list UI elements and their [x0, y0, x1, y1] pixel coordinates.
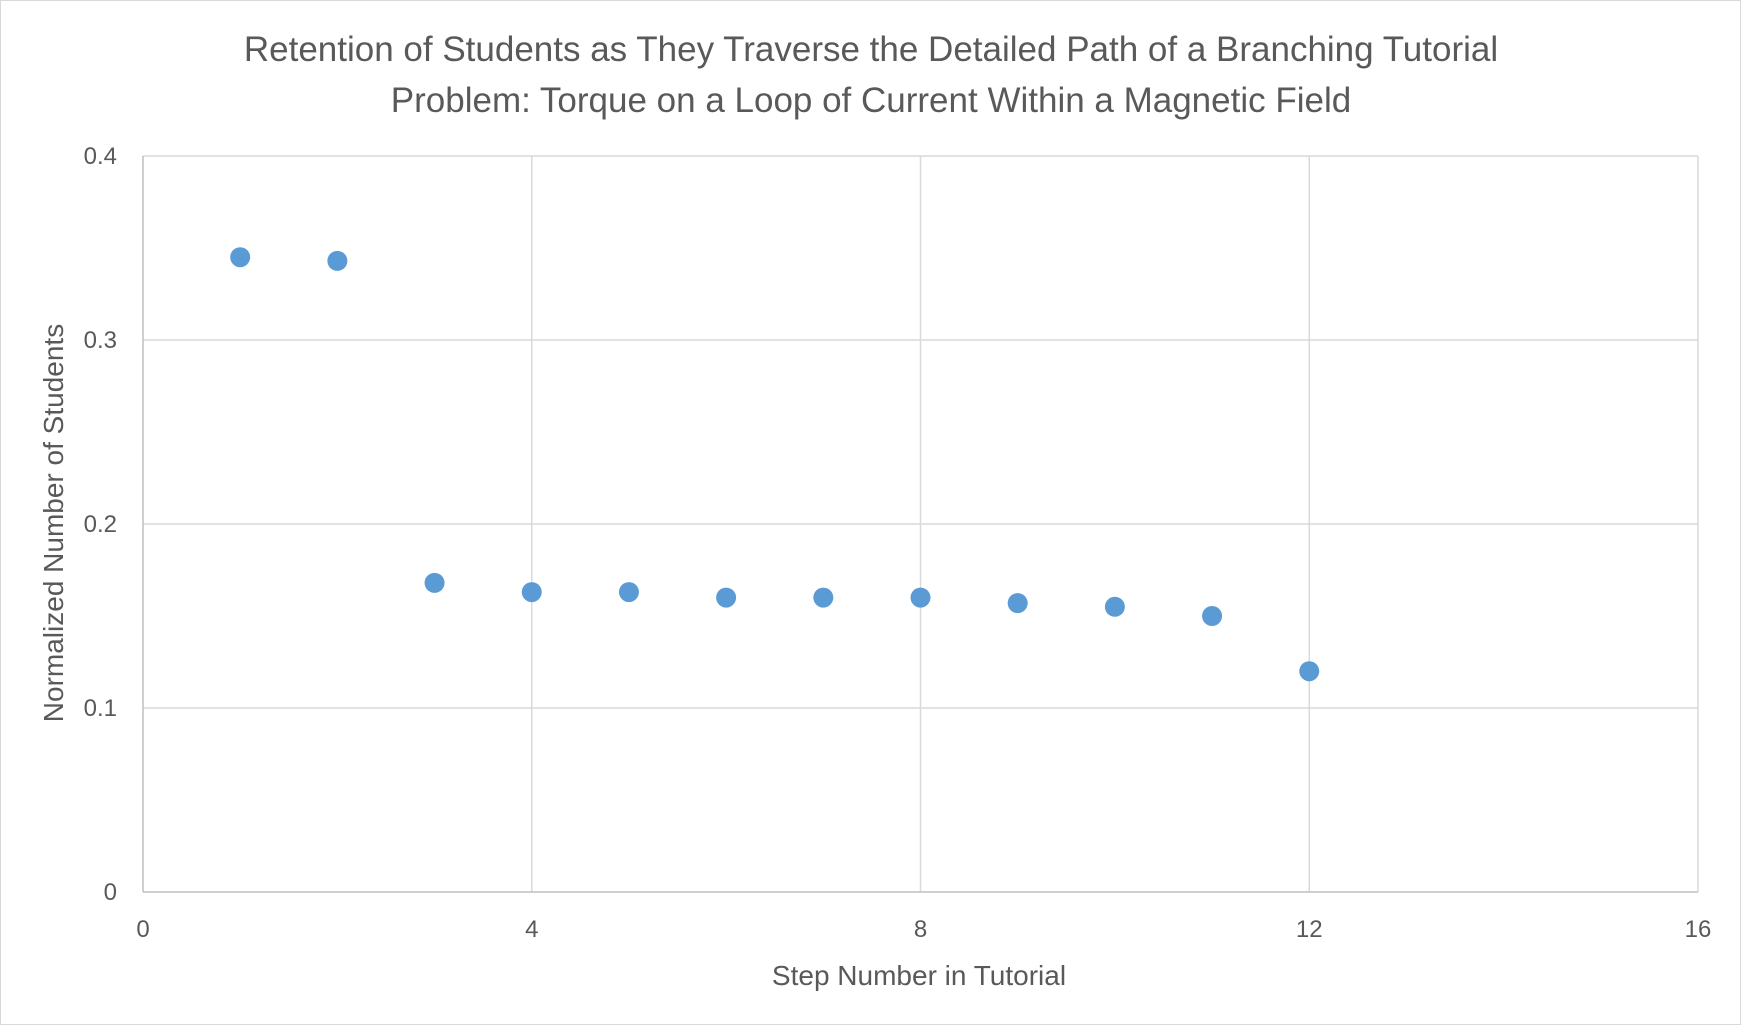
chart-title-line-2: Problem: Torque on a Loop of Current Wit… — [391, 81, 1351, 120]
data-point-6 — [716, 587, 737, 608]
data-point-2 — [327, 250, 348, 271]
data-point-11 — [1202, 606, 1223, 626]
axes — [142, 156, 1698, 893]
x-tick-label: 16 — [1685, 916, 1712, 943]
tick-labels: 0 0.1 0.2 0.3 0.4 0 4 8 12 16 — [84, 143, 1712, 943]
data-point-10 — [1104, 596, 1125, 617]
x-tick-label: 12 — [1296, 916, 1323, 943]
data-point-7 — [813, 587, 834, 608]
y-tick-label: 0 — [104, 879, 117, 906]
data-points — [230, 247, 1320, 682]
y-tick-label: 0.2 — [84, 511, 117, 538]
data-point-1 — [230, 247, 251, 268]
x-tick-label: 8 — [914, 916, 927, 943]
x-tick-label: 4 — [525, 916, 538, 943]
data-point-12 — [1299, 661, 1320, 682]
y-tick-label: 0.4 — [84, 143, 117, 170]
x-tick-label: 0 — [136, 916, 149, 943]
data-point-3 — [424, 572, 445, 593]
y-tick-label: 0.1 — [84, 695, 117, 722]
y-axis-title: Normalized Number of Students — [38, 324, 69, 722]
chart-title-line-1: Retention of Students as They Traverse t… — [244, 30, 1498, 69]
x-axis-title: Step Number in Tutorial — [772, 960, 1066, 991]
data-point-4 — [521, 582, 542, 603]
gridlines — [143, 155, 1699, 892]
data-point-5 — [618, 582, 639, 603]
data-point-9 — [1007, 593, 1028, 614]
y-tick-label: 0.3 — [84, 327, 117, 354]
data-point-8 — [910, 587, 931, 608]
